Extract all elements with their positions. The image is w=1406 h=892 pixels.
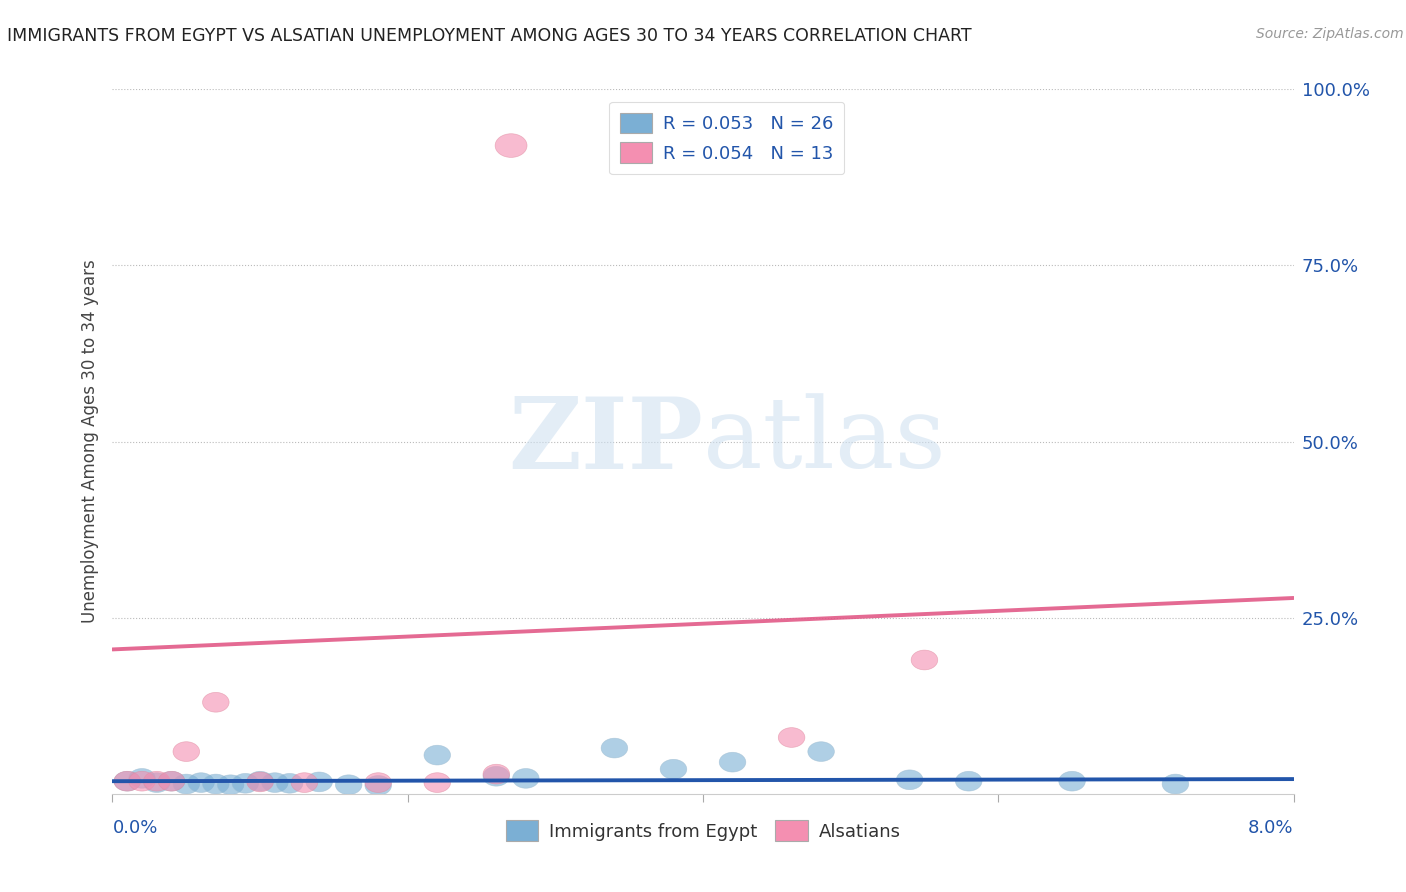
Text: Source: ZipAtlas.com: Source: ZipAtlas.com [1256, 27, 1403, 41]
Ellipse shape [277, 773, 302, 793]
Text: ZIP: ZIP [508, 393, 703, 490]
Ellipse shape [218, 775, 243, 795]
Ellipse shape [661, 759, 686, 779]
Ellipse shape [602, 739, 627, 758]
Ellipse shape [129, 772, 155, 791]
Ellipse shape [143, 772, 170, 791]
Text: atlas: atlas [703, 393, 946, 490]
Ellipse shape [897, 770, 922, 789]
Y-axis label: Unemployment Among Ages 30 to 34 years: Unemployment Among Ages 30 to 34 years [80, 260, 98, 624]
Ellipse shape [366, 775, 391, 796]
Ellipse shape [262, 772, 288, 792]
Ellipse shape [425, 772, 450, 792]
Ellipse shape [114, 772, 141, 791]
Ellipse shape [1163, 774, 1188, 794]
Ellipse shape [911, 650, 938, 670]
Ellipse shape [247, 772, 273, 792]
Ellipse shape [173, 774, 200, 794]
Ellipse shape [114, 772, 141, 791]
Ellipse shape [202, 774, 229, 794]
Legend: Immigrants from Egypt, Alsatians: Immigrants from Egypt, Alsatians [498, 813, 908, 848]
Ellipse shape [143, 772, 170, 792]
Ellipse shape [291, 772, 318, 792]
Ellipse shape [247, 772, 273, 791]
Ellipse shape [484, 764, 509, 784]
Ellipse shape [513, 769, 538, 789]
Text: 8.0%: 8.0% [1249, 819, 1294, 837]
Ellipse shape [159, 772, 184, 791]
Text: IMMIGRANTS FROM EGYPT VS ALSATIAN UNEMPLOYMENT AMONG AGES 30 TO 34 YEARS CORRELA: IMMIGRANTS FROM EGYPT VS ALSATIAN UNEMPL… [7, 27, 972, 45]
Ellipse shape [425, 745, 450, 765]
Ellipse shape [188, 772, 214, 792]
Ellipse shape [720, 752, 745, 772]
Ellipse shape [366, 772, 391, 792]
Text: 0.0%: 0.0% [112, 819, 157, 837]
Ellipse shape [129, 769, 155, 789]
Ellipse shape [202, 692, 229, 712]
Ellipse shape [336, 775, 361, 795]
Ellipse shape [173, 742, 200, 762]
Ellipse shape [232, 773, 259, 793]
Ellipse shape [484, 766, 509, 786]
Ellipse shape [808, 742, 834, 762]
Ellipse shape [495, 134, 527, 157]
Ellipse shape [956, 772, 981, 791]
Ellipse shape [159, 772, 184, 791]
Ellipse shape [1059, 772, 1085, 791]
Ellipse shape [779, 728, 804, 747]
Ellipse shape [307, 772, 332, 792]
